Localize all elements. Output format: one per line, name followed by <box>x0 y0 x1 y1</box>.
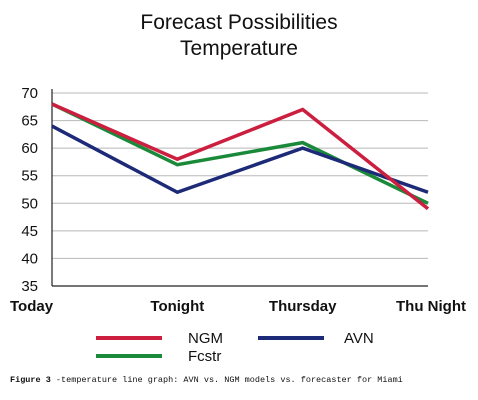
y-tick-label-55: 55 <box>21 168 38 185</box>
grid <box>52 92 428 259</box>
series-line-avn <box>51 124 429 195</box>
y-tick-label-70: 70 <box>21 85 38 102</box>
y-axis-ticks: 35 40 45 50 55 60 65 70 <box>21 85 38 295</box>
series-line-ngm <box>51 102 430 211</box>
y-tick-label-40: 40 <box>21 250 38 267</box>
x-tick-label-2: Thursday <box>269 298 337 315</box>
figure-caption-label: Figure 3 <box>10 375 51 385</box>
figure-caption-text: -temperature line graph: AVN vs. NGM mod… <box>50 375 403 385</box>
series <box>51 102 430 211</box>
legend-label-ngm: NGM <box>188 330 223 347</box>
chart-title-line-2: Temperature <box>180 37 298 60</box>
x-axis-ticks: Today Tonight Thursday Thu Night <box>10 298 466 315</box>
legend: NGM AVN Fcstr <box>96 330 374 365</box>
y-tick-label-45: 45 <box>21 223 38 240</box>
figure-caption: Figure 3 -temperature line graph: AVN vs… <box>10 375 403 385</box>
x-tick-label-0: Today <box>10 298 54 315</box>
x-tick-label-3: Thu Night <box>396 298 466 315</box>
series-line-fcstr <box>51 102 429 205</box>
y-tick-label-35: 35 <box>21 278 38 295</box>
y-tick-label-60: 60 <box>21 140 38 157</box>
y-tick-label-50: 50 <box>21 195 38 212</box>
y-tick-label-65: 65 <box>21 113 38 130</box>
x-tick-label-1: Tonight <box>150 298 204 315</box>
chart-title-line-1: Forecast Possibilities <box>140 11 337 34</box>
axes <box>51 89 428 287</box>
legend-label-avn: AVN <box>344 330 374 347</box>
legend-label-fcstr: Fcstr <box>188 348 221 365</box>
